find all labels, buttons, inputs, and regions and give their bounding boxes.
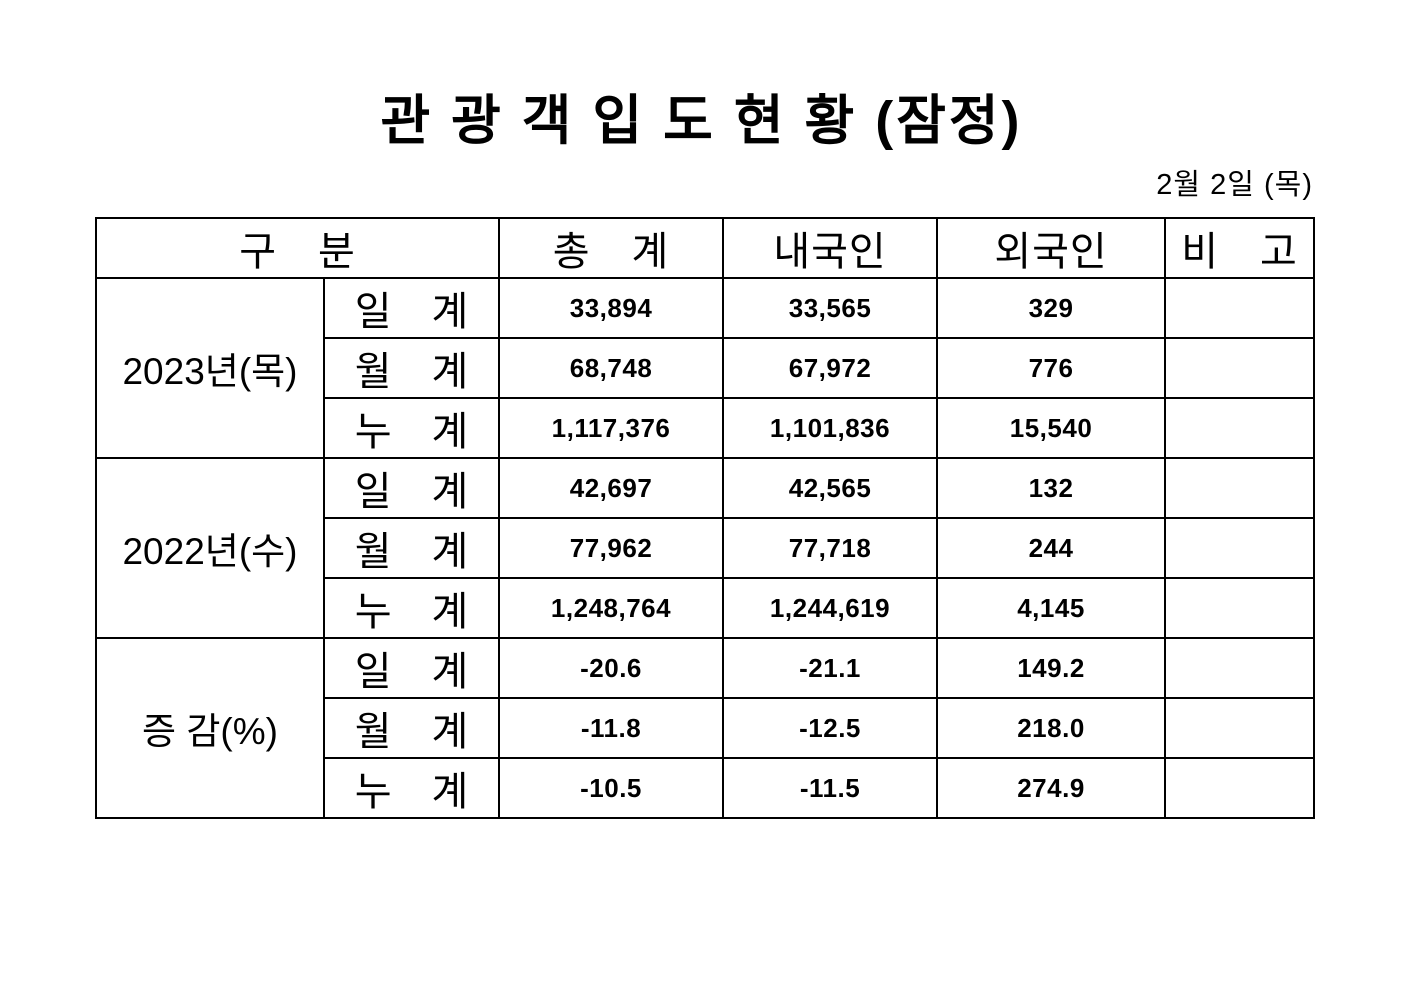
remarks-cell	[1164, 457, 1316, 520]
remarks-cell	[1164, 397, 1316, 460]
remarks-cell	[1164, 337, 1316, 400]
table-row: 월 계 68,748 67,972 776	[96, 337, 1316, 400]
row-label: 일 계	[322, 637, 501, 700]
value-total: -10.5	[498, 757, 725, 820]
table-row: 2023년(목) 일 계 33,894 33,565 329	[95, 277, 1316, 460]
tourist-arrivals-table: 구 분 총 계 내국인 외국인 비 고 2023년(목) 일 계 33,894 …	[94, 217, 1316, 820]
value-domestic: -11.5	[722, 757, 939, 820]
value-domestic: 67,972	[722, 337, 939, 400]
table-row: 증 감(%) 일 계 -20.6 -21.1 149.2	[95, 637, 1316, 820]
row-label: 누 계	[322, 757, 501, 820]
table-row: 2022년(수) 일 계 42,697 42,565 132	[95, 457, 1316, 640]
report-date: 2월 2일 (목)	[1156, 169, 1313, 202]
remarks-cell	[1164, 637, 1316, 700]
value-foreign: 776	[936, 337, 1167, 400]
value-domestic: -21.1	[722, 637, 939, 700]
header-remarks: 비 고	[1164, 217, 1316, 280]
row-label: 월 계	[322, 697, 501, 760]
table-row: 누 계 1,248,764 1,244,619 4,145	[96, 577, 1316, 640]
value-foreign: 4,145	[936, 577, 1167, 640]
header-foreign: 외국인	[936, 217, 1167, 280]
value-total: 68,748	[498, 337, 725, 400]
value-foreign: 274.9	[936, 757, 1167, 820]
header-category: 구 분	[94, 217, 501, 280]
value-total: -20.6	[498, 637, 725, 700]
row-label: 월 계	[322, 517, 501, 580]
row-label: 일 계	[322, 457, 501, 520]
remarks-cell	[1164, 577, 1316, 640]
value-foreign: 149.2	[936, 637, 1167, 700]
value-total: 1,117,376	[498, 397, 725, 460]
value-foreign: 218.0	[936, 697, 1167, 760]
value-domestic: 1,101,836	[722, 397, 939, 460]
value-domestic: 77,718	[722, 517, 939, 580]
value-foreign: 329	[936, 277, 1167, 340]
row-label: 누 계	[322, 397, 501, 460]
table-row: 월 계 -11.8 -12.5 218.0	[96, 697, 1316, 760]
row-label: 월 계	[322, 337, 501, 400]
year-cell-2023: 2023년(목)	[95, 277, 325, 460]
table-row: 누 계 -10.5 -11.5 274.9	[96, 757, 1316, 820]
row-label: 누 계	[322, 577, 501, 640]
value-foreign: 244	[936, 517, 1167, 580]
value-total: 33,894	[498, 277, 725, 340]
value-foreign: 15,540	[936, 397, 1167, 460]
value-domestic: 42,565	[722, 457, 939, 520]
value-total: 77,962	[498, 517, 725, 580]
change-pct-cell: 증 감(%)	[95, 637, 325, 820]
table-header-row: 구 분 총 계 내국인 외국인 비 고	[94, 217, 1316, 280]
header-total: 총 계	[498, 217, 725, 280]
value-total: 1,248,764	[498, 577, 725, 640]
page-title: 관 광 객 입 도 현 황 (잠정)	[380, 91, 1023, 151]
remarks-cell	[1164, 517, 1316, 580]
value-total: 42,697	[498, 457, 725, 520]
value-domestic: 1,244,619	[722, 577, 939, 640]
remarks-cell	[1164, 757, 1316, 820]
value-foreign: 132	[936, 457, 1167, 520]
value-total: -11.8	[498, 697, 725, 760]
value-domestic: -12.5	[722, 697, 939, 760]
remarks-cell	[1164, 697, 1316, 760]
value-domestic: 33,565	[722, 277, 939, 340]
row-label: 일 계	[322, 277, 501, 340]
year-cell-2022: 2022년(수)	[95, 457, 325, 640]
table-row: 누 계 1,117,376 1,101,836 15,540	[96, 397, 1316, 460]
remarks-cell	[1164, 277, 1316, 340]
table-row: 월 계 77,962 77,718 244	[96, 517, 1316, 580]
header-domestic: 내국인	[722, 217, 939, 280]
